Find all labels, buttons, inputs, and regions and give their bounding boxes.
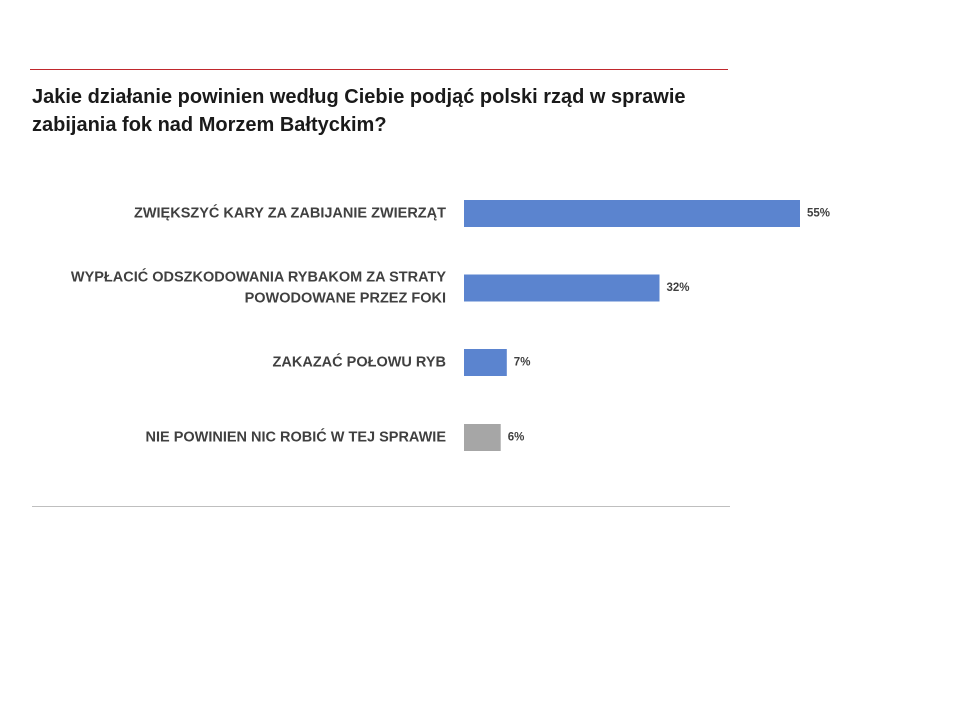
category-label-2-line-1: WYPŁACIĆ ODSZKODOWANIA RYBAKOM ZA STRATY xyxy=(71,268,446,286)
value-label-4: 6% xyxy=(508,432,525,444)
value-label-2: 32% xyxy=(667,282,690,294)
chart-title: Jakie działanie powinien według Ciebie p… xyxy=(32,83,732,139)
category-label-3: ZAKAZAĆ POŁOWU RYB xyxy=(273,353,446,371)
category-label-1: ZWIĘKSZYĆ KARY ZA ZABIJANIE ZWIERZĄT xyxy=(134,204,446,222)
category-label-2-line-2: POWODOWANE PRZEZ FOKI xyxy=(245,291,446,307)
bar-2 xyxy=(464,274,660,302)
value-label-3: 7% xyxy=(514,357,531,369)
bottom-rule xyxy=(32,506,730,507)
category-label-4: NIE POWINIEN NIC ROBIĆ W TEJ SPRAWIE xyxy=(146,428,447,446)
bar-4 xyxy=(464,424,501,451)
top-rule xyxy=(30,69,728,70)
bar-1 xyxy=(464,200,800,227)
bar-3 xyxy=(464,349,507,376)
value-label-1: 55% xyxy=(807,208,830,220)
chart-title-line-2: zabijania fok nad Morzem Bałtyckim? xyxy=(32,114,387,136)
chart-title-line-1: Jakie działanie powinien według Ciebie p… xyxy=(32,86,686,108)
